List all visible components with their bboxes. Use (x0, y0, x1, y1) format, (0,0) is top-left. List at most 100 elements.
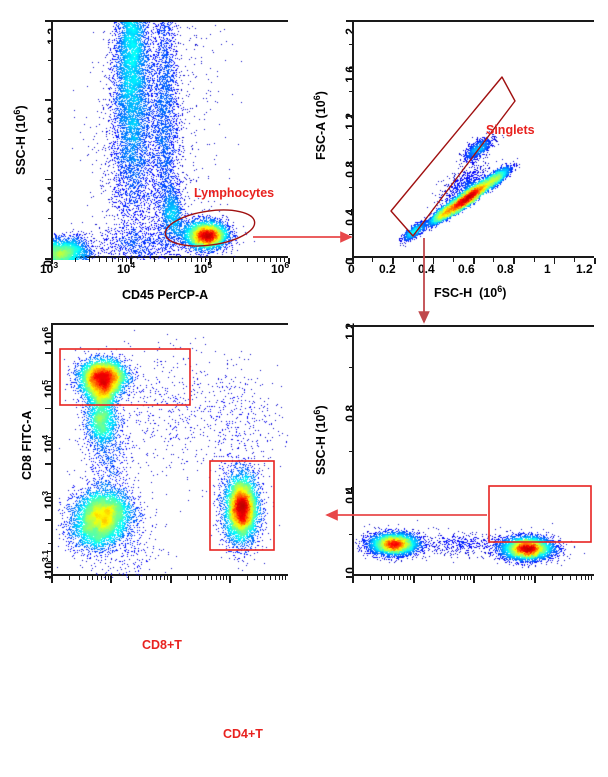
panel2-y-axis-label: FSC-A (106) (311, 91, 328, 160)
axis-tick (346, 115, 352, 117)
axis-tick (399, 576, 401, 580)
axis-tick (257, 576, 259, 580)
axis-tick (352, 576, 354, 583)
axis-tick (88, 258, 90, 262)
axis-tick (348, 234, 352, 236)
gate-label-lymphocytes: Lymphocytes (194, 186, 275, 200)
axis-tick (274, 576, 276, 580)
axis-tick (232, 258, 234, 262)
axis-tick (392, 258, 394, 264)
axis-tick (533, 576, 536, 583)
axis-tick (138, 576, 140, 580)
axis-tick (533, 258, 535, 262)
axis-tick (209, 258, 211, 264)
axis-tick (47, 381, 51, 383)
axis-tick (470, 576, 472, 580)
gate-label-cd8t: CD8+T (142, 638, 182, 652)
axis-tick (280, 258, 282, 262)
axis-tick (591, 576, 593, 580)
panel2-xtick-3: 0.6 (458, 262, 475, 276)
panel2-xtick-1: 0.2 (379, 262, 396, 276)
axis-tick (106, 258, 108, 262)
axis-tick (246, 576, 248, 580)
panel1-xtick-2: 105 (194, 260, 213, 276)
axis-tick (491, 576, 493, 580)
gate-label-cd4t: CD4+T (223, 727, 263, 741)
panel2-plot-area (352, 20, 596, 260)
axis-tick (270, 576, 272, 580)
panel-cd8-vs-cd4: CD8 FITC-A 106 105 104 103 -103.1 CD8+T … (0, 290, 304, 741)
axis-tick (219, 576, 221, 580)
axis-tick (584, 576, 586, 580)
axis-tick (256, 258, 258, 262)
axis-tick (205, 576, 207, 580)
axis-tick (215, 576, 217, 580)
axis-tick (47, 550, 51, 552)
axis-tick (394, 576, 396, 580)
axis-tick (197, 576, 199, 580)
axis-tick (223, 576, 224, 580)
axis-tick (573, 258, 575, 262)
axis-tick (352, 258, 354, 264)
axis-tick (92, 576, 94, 580)
panel2-xtick-4: 0.8 (497, 262, 514, 276)
panel2-density-canvas (354, 22, 596, 260)
panel2-xtick-2: 0.4 (418, 262, 435, 276)
axis-tick (348, 450, 352, 452)
axis-tick (68, 576, 70, 580)
axis-tick (412, 576, 415, 583)
axis-tick (226, 576, 228, 580)
axis-tick (51, 576, 53, 583)
axis-tick (107, 576, 109, 580)
axis-tick (45, 258, 51, 260)
axis-tick (569, 576, 571, 580)
axis-tick (348, 43, 352, 45)
panel1-xtick-1: 104 (117, 260, 136, 276)
axis-tick (348, 91, 352, 93)
axis-tick (264, 258, 266, 262)
axis-tick (459, 576, 461, 580)
axis-tick (98, 258, 100, 262)
axis-tick (520, 576, 522, 580)
axis-tick (167, 258, 169, 262)
axis-tick (527, 576, 529, 580)
panel2-xtick-6: 1.2 (576, 262, 593, 276)
panel4-y-axis-label: SSC-H (106) (311, 405, 328, 475)
axis-tick (282, 576, 284, 580)
axis-tick (562, 576, 564, 580)
axis-tick (86, 576, 88, 580)
axis-tick (104, 576, 106, 580)
axis-tick (575, 576, 577, 580)
panel2-x-axis-label: FSC-H (106) (434, 283, 507, 300)
axis-tick (45, 352, 51, 354)
panel3-density-canvas (53, 325, 290, 578)
axis-tick (191, 258, 193, 262)
panel1-xtick-0: 103 (40, 260, 59, 276)
axis-tick (112, 258, 114, 262)
panel-ssc-vs-cd45: SSC-H (106) 1.2 0.8 0.4 0 Lymphocytes 10… (0, 0, 304, 302)
axis-tick (501, 576, 503, 580)
panel3-plot-area (51, 323, 290, 578)
axis-tick (160, 576, 162, 580)
axis-tick (348, 139, 352, 140)
axis-tick (264, 576, 266, 580)
axis-tick (177, 258, 179, 262)
axis-tick (270, 258, 272, 262)
axis-tick (594, 258, 596, 264)
axis-tick (156, 576, 158, 580)
axis-tick (74, 258, 76, 262)
axis-tick (45, 407, 51, 410)
axis-tick (201, 258, 203, 262)
axis-tick (441, 576, 443, 580)
axis-tick (580, 576, 582, 580)
axis-tick (275, 258, 277, 262)
axis-tick (403, 576, 405, 580)
axis-tick (493, 258, 495, 262)
axis-tick (530, 576, 532, 580)
panel2-xtick-5: 1 (544, 262, 551, 276)
axis-tick (51, 258, 53, 264)
axis-tick (346, 210, 352, 212)
axis-tick (187, 576, 189, 580)
axis-tick (370, 576, 372, 580)
axis-tick (151, 576, 153, 580)
